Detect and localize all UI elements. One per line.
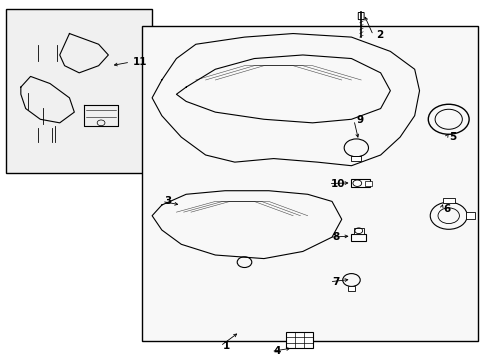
Bar [351, 156, 361, 161]
Bar [6, 9, 152, 173]
Bar [285, 332, 312, 348]
Text: 6: 6 [443, 203, 450, 213]
Bar [142, 26, 477, 341]
Bar [365, 181, 372, 186]
Text: 5: 5 [448, 132, 455, 142]
Text: 2: 2 [375, 30, 382, 40]
Text: 4: 4 [273, 346, 281, 356]
Bar [353, 228, 363, 234]
Bar [442, 198, 454, 203]
Bar [351, 234, 366, 241]
Text: 8: 8 [331, 232, 339, 242]
Text: 11: 11 [132, 57, 147, 67]
Text: 3: 3 [164, 197, 171, 206]
Text: 7: 7 [331, 277, 339, 287]
Bar [465, 212, 474, 219]
Text: 9: 9 [356, 115, 363, 125]
FancyBboxPatch shape [358, 13, 364, 19]
Text: 1: 1 [222, 341, 229, 351]
Bar [351, 179, 369, 187]
Bar [347, 286, 354, 292]
Text: 10: 10 [330, 179, 345, 189]
